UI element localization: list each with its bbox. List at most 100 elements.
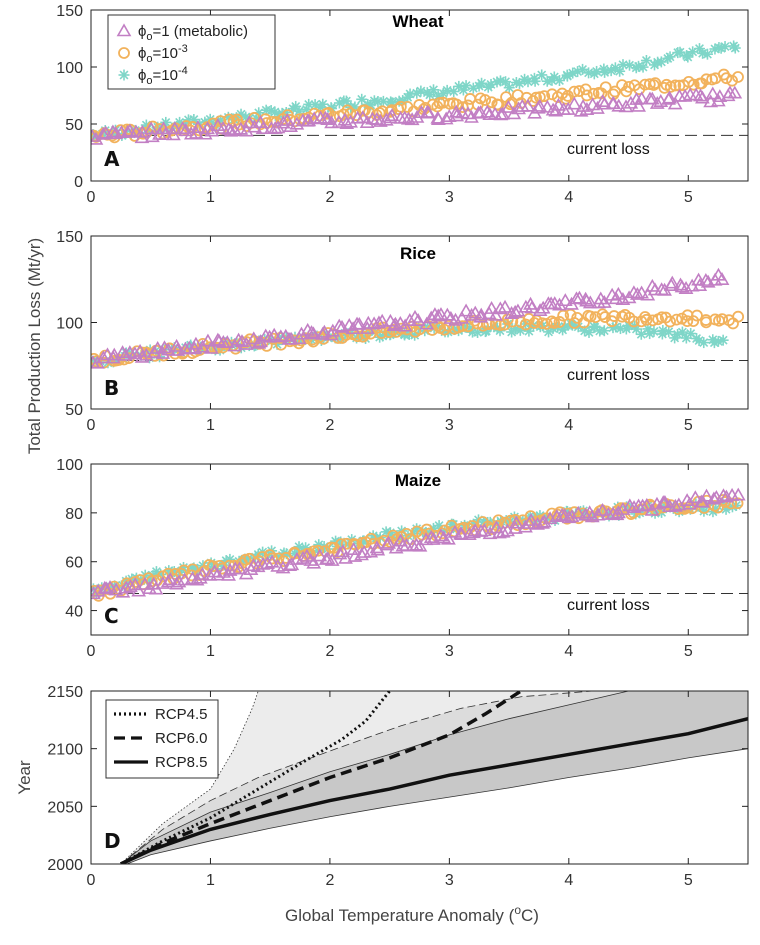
x-tick-label: 0 xyxy=(87,872,96,889)
data-point xyxy=(178,123,194,137)
legend-label: ϕo=1 (metabolic) xyxy=(138,23,248,43)
data-point xyxy=(626,500,642,514)
data-point xyxy=(294,326,309,340)
data-point xyxy=(421,105,437,119)
data-point xyxy=(492,301,508,315)
panel-letter: A xyxy=(104,147,120,171)
data-point xyxy=(324,553,340,566)
data-point xyxy=(564,509,580,523)
data-point xyxy=(433,528,449,542)
data-point xyxy=(275,115,291,129)
data-point xyxy=(668,498,683,512)
data-point xyxy=(676,326,688,338)
data-point xyxy=(231,332,246,346)
x-tick-label: 1 xyxy=(206,189,215,206)
legend-label: RCP8.5 xyxy=(155,754,208,771)
data-point xyxy=(250,559,266,573)
data-point xyxy=(384,108,400,122)
data-point xyxy=(685,328,697,340)
x-tick-label: 1 xyxy=(206,417,215,434)
data-point xyxy=(405,538,421,552)
data-point xyxy=(238,566,254,580)
panel-letter: B xyxy=(104,376,119,400)
data-point xyxy=(454,310,470,324)
data-point xyxy=(587,87,600,100)
data-point xyxy=(317,98,329,110)
data-point xyxy=(596,308,609,321)
legend-scatter: ϕo=1 (metabolic)ϕo=10-3ϕo=10-4 xyxy=(107,14,276,90)
data-point xyxy=(539,99,555,113)
data-point xyxy=(616,310,628,323)
data-point xyxy=(258,328,274,342)
data-point xyxy=(720,72,733,85)
data-point xyxy=(219,335,235,349)
data-point xyxy=(473,307,489,321)
y-tick-label: 0 xyxy=(74,174,83,191)
data-point xyxy=(504,306,519,319)
data-point xyxy=(716,488,731,502)
data-point xyxy=(504,98,517,111)
data-point xyxy=(283,331,299,345)
data-point xyxy=(584,509,600,523)
data-point xyxy=(727,85,743,99)
series-line-rcp85 xyxy=(120,716,748,864)
data-point xyxy=(428,84,440,96)
x-tick-label: 1 xyxy=(206,643,215,660)
data-point xyxy=(127,346,143,360)
x-tick-label: 5 xyxy=(684,643,693,660)
y-tick-label: 2150 xyxy=(47,684,83,701)
data-point xyxy=(717,334,729,346)
data-point xyxy=(177,572,192,586)
data-point xyxy=(698,502,711,514)
data-point xyxy=(96,350,111,364)
data-point xyxy=(387,529,399,542)
data-point xyxy=(207,564,222,578)
data-point xyxy=(557,293,573,307)
data-point xyxy=(698,273,714,286)
data-point xyxy=(532,303,548,316)
data-point xyxy=(528,317,541,329)
data-point xyxy=(169,338,184,352)
data-point xyxy=(211,333,227,347)
data-point xyxy=(687,78,700,91)
data-point xyxy=(631,98,647,112)
data-point xyxy=(278,328,294,342)
data-point xyxy=(664,315,676,328)
data-point xyxy=(523,325,535,337)
data-point xyxy=(91,583,106,597)
data-point xyxy=(609,85,621,98)
data-point xyxy=(618,99,634,113)
data-point xyxy=(316,324,332,338)
data-point xyxy=(324,115,339,129)
current-loss-label: current loss xyxy=(567,141,650,158)
data-point xyxy=(695,90,710,104)
data-point xyxy=(162,572,178,586)
data-point xyxy=(479,104,495,118)
y-tick-label: 80 xyxy=(65,506,83,523)
data-point xyxy=(551,97,566,111)
data-point xyxy=(344,107,357,120)
data-point xyxy=(166,127,181,141)
x-tick-label: 4 xyxy=(564,189,573,206)
data-point xyxy=(644,502,660,516)
legend-label: ϕo=10-3 xyxy=(138,43,188,65)
data-point xyxy=(669,79,682,92)
data-point xyxy=(120,124,136,138)
x-axis-label-sup: o xyxy=(514,903,521,917)
x-tick-label: 4 xyxy=(564,872,573,889)
x-tick-label: 5 xyxy=(684,872,693,889)
data-point xyxy=(456,320,469,333)
data-point xyxy=(523,513,539,526)
data-point xyxy=(570,505,586,519)
data-point xyxy=(331,114,347,128)
data-point xyxy=(549,509,565,522)
data-point xyxy=(458,303,474,317)
data-point xyxy=(553,74,565,86)
y-tick-label: 60 xyxy=(65,555,83,572)
data-point xyxy=(644,91,660,105)
plot-area xyxy=(91,267,748,369)
data-point xyxy=(548,317,561,329)
data-point xyxy=(726,74,738,87)
plot-area xyxy=(120,691,748,864)
